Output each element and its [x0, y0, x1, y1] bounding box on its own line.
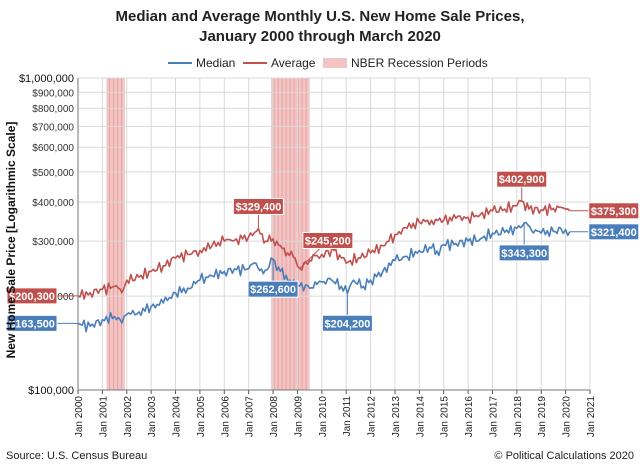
callout-label: $204,200 [324, 318, 370, 330]
callout-label: $245,200 [305, 235, 351, 247]
y-tick-label: $300,000 [32, 237, 74, 248]
callout-label: $329,400 [235, 201, 281, 213]
x-tick-label: Jan 2004 [172, 396, 183, 438]
legend-recession-label: NBER Recession Periods [351, 56, 488, 70]
x-tick-label: Jan 2007 [245, 396, 256, 438]
x-tick-label: Jan 2008 [269, 396, 280, 438]
callout-label: $402,900 [499, 174, 545, 186]
x-tick-label: Jan 2003 [147, 396, 158, 438]
y-tick-label: $600,000 [32, 143, 74, 154]
x-tick-label: Jan 2000 [74, 396, 85, 438]
x-tick-label: Jan 2016 [464, 396, 475, 438]
x-tick-label: Jan 2012 [367, 396, 378, 438]
callout-label: $375,300 [591, 206, 637, 218]
footer-source: Source: U.S. Census Bureau [6, 450, 147, 462]
x-tick-label: Jan 2018 [513, 396, 524, 438]
axes: $100,000$200,000$300,000$400,000$500,000… [19, 73, 597, 437]
x-tick-label: Jan 2009 [293, 396, 304, 438]
x-tick-label: Jan 2014 [415, 396, 426, 438]
chart-title-line1: Median and Average Monthly U.S. New Home… [115, 8, 524, 25]
footer-credit: © Political Calculations 2020 [494, 450, 634, 462]
x-tick-label: Jan 2015 [440, 396, 451, 438]
y-tick-label: $100,000 [28, 385, 74, 397]
x-tick-label: Jan 2005 [196, 396, 207, 438]
recession-band-0 [106, 78, 125, 390]
chart-title-line2: January 2000 through March 2020 [199, 28, 441, 45]
callout-box [588, 223, 640, 241]
series-line-median [77, 221, 571, 333]
recession-bands [106, 78, 310, 390]
series-lines [77, 199, 571, 333]
x-tick-label: Jan 2011 [342, 396, 353, 437]
callout-box [232, 197, 284, 215]
callout-box [6, 287, 58, 305]
callout-box [496, 170, 548, 188]
x-tick-label: Jan 2017 [488, 396, 499, 438]
callout-label: $200,300 [9, 291, 55, 303]
y-tick-label: $400,000 [32, 198, 74, 209]
y-tick-label: $500,000 [32, 168, 74, 179]
x-tick-label: Jan 2001 [98, 396, 109, 438]
legend-average-label: Average [271, 56, 316, 70]
legend-recession-swatch [323, 58, 347, 68]
callout-box [321, 314, 373, 332]
y-tick-label: $1,000,000 [19, 73, 74, 85]
y-tick-label: $800,000 [32, 104, 74, 115]
x-tick-label: Jan 2013 [391, 396, 402, 438]
x-tick-label: Jan 2019 [537, 396, 548, 438]
y-tick-label: $700,000 [32, 122, 74, 133]
callout-label: $343,300 [501, 248, 547, 260]
callout-box [302, 231, 354, 249]
callout-label: $262,600 [250, 284, 296, 296]
x-tick-label: Jan 2021 [586, 396, 597, 438]
series-line-average [77, 199, 571, 300]
callout-label: $321,400 [591, 227, 637, 239]
legend-median-label: Median [196, 56, 235, 70]
callout-box [247, 280, 299, 298]
callout-label: $163,500 [9, 318, 55, 330]
x-tick-label: Jan 2002 [123, 396, 134, 438]
x-tick-label: Jan 2020 [562, 396, 573, 438]
callout-box [588, 202, 640, 220]
callout-box [6, 314, 58, 332]
callouts: $163,500 $200,300 $329,400 $245,200 $262,600… [6, 170, 640, 332]
x-tick-label: Jan 2006 [220, 396, 231, 438]
callout-box [498, 244, 550, 262]
y-axis-label: New Home Sale Price [Logarithmic Scale] [4, 122, 18, 359]
y-tick-label: $900,000 [32, 88, 74, 99]
legend: Median Average NBER Recession Periods [168, 56, 488, 70]
x-tick-label: Jan 2010 [318, 396, 329, 438]
